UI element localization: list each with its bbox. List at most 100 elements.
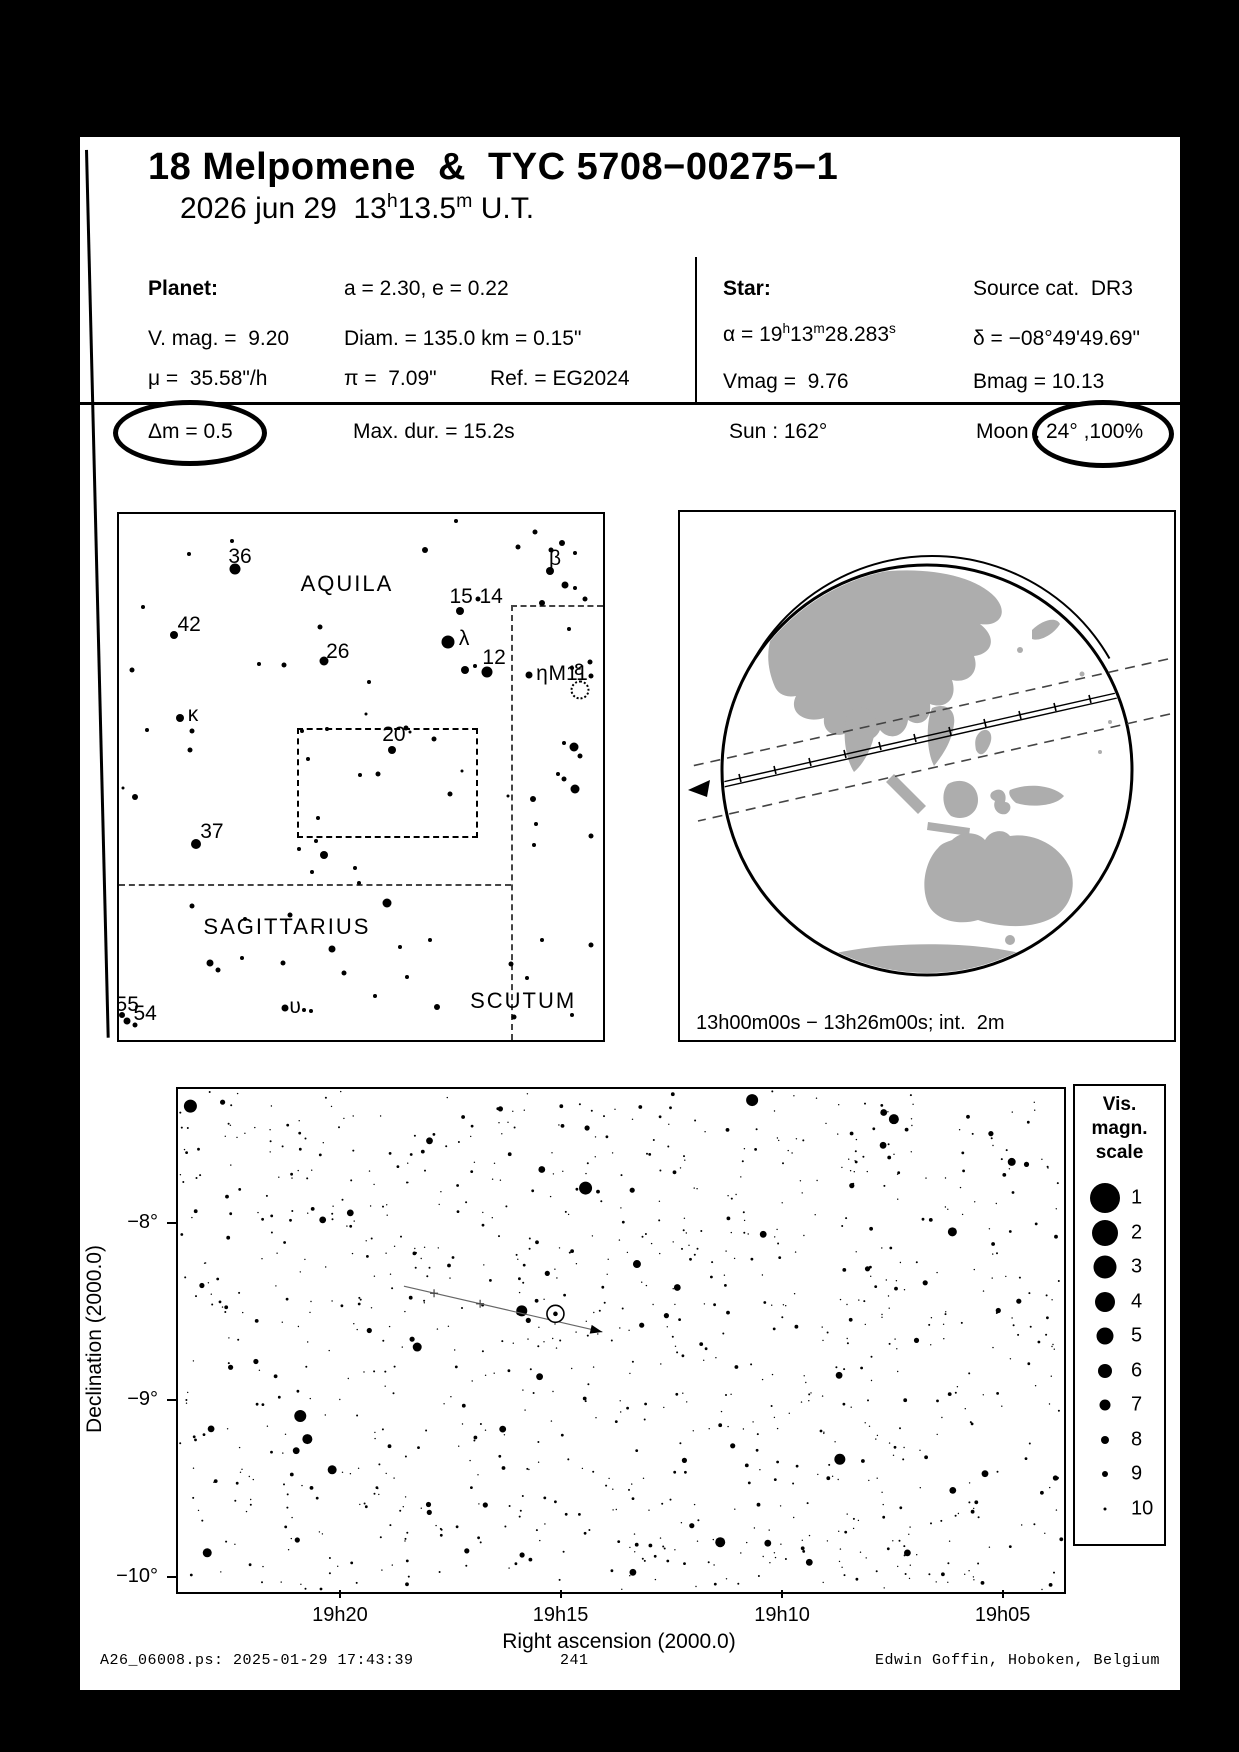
field-star [562,1170,564,1172]
field-star [224,1135,226,1137]
field-star [578,1103,581,1106]
field-star [679,1442,682,1445]
field-star [207,1282,210,1284]
field-star [423,1299,426,1302]
field-star [1059,1537,1064,1542]
field-star [855,1251,857,1253]
field-star [465,1201,468,1204]
field-star [353,1220,355,1222]
field-star [808,1534,811,1537]
page-title: 18 Melpomene & TYC 5708−00275−1 [148,146,839,188]
y-tick-label: −10° [116,1564,158,1587]
field-star [191,1216,193,1219]
field-star [1012,1324,1015,1327]
field-star [620,1411,622,1413]
field-star [712,1538,714,1541]
x-tick-mark [559,1590,562,1598]
field-star [663,1406,665,1409]
field-star [458,1445,460,1447]
field-star [273,1374,278,1379]
star-dot [299,729,304,734]
field-star [617,1540,621,1543]
field-star [262,1565,264,1568]
field-star [788,1412,790,1414]
highlight-ellipse-moon [1032,400,1174,468]
star-dot [387,746,396,755]
field-star [921,1217,925,1221]
field-star [238,1188,242,1191]
field-star [324,1096,327,1099]
field-star [991,1242,995,1246]
field-star [192,1496,195,1499]
field-star [629,1575,631,1577]
field-star [643,1559,646,1562]
legend-magnitude-value: 10 [1131,1497,1154,1519]
field-star [237,1338,240,1341]
star-dot [319,656,329,666]
field-star [1017,1333,1020,1336]
field-star [438,1571,441,1573]
field-star [727,1195,729,1197]
planet-vmag: V. mag. = 9.20 [148,327,290,350]
field-star [307,1341,309,1343]
star-dot [447,791,453,797]
field-star [311,1169,313,1171]
star-dot [287,912,293,918]
field-star [638,1105,643,1109]
star-label: κ [187,702,199,726]
legend-magnitude-value: 5 [1131,1324,1143,1347]
field-star [426,1137,433,1145]
field-star [266,1425,269,1427]
field-star [551,1152,553,1154]
field-star [725,1128,730,1132]
track-limit-south [697,713,1171,822]
field-star [439,1533,443,1537]
field-star [373,1492,376,1495]
field-star [614,1420,618,1423]
field-star [227,1362,230,1365]
field-star [792,1482,795,1485]
x-axis-title: Right ascension (2000.0) [502,1630,736,1653]
field-star [404,1540,406,1542]
field-star [595,1417,597,1419]
field-star [619,1400,621,1402]
field-star [425,1429,428,1432]
field-star [525,1317,531,1323]
star-dot [572,586,577,591]
field-star [726,1310,730,1315]
field-star [289,1218,292,1222]
field-star [598,1309,601,1312]
field-star [942,1323,945,1325]
field-star [528,1247,531,1250]
field-star [358,1296,361,1299]
field-star [187,1391,189,1394]
field-star [964,1573,966,1575]
field-star [386,1214,388,1216]
field-star [449,1277,451,1279]
field-star [305,1365,308,1368]
field-star [936,1271,938,1274]
field-star [861,1459,865,1463]
field-star [781,1202,783,1204]
target-star-dot [553,1311,558,1317]
star-dot [141,605,146,610]
field-star [324,1414,326,1416]
field-star [801,1539,803,1541]
field-star [881,1247,883,1249]
field-star [1051,1299,1053,1301]
field-star [610,1339,613,1342]
alpha-m-sup: m [813,321,825,336]
star-heading: Star: [723,277,771,300]
field-star [910,1118,913,1120]
star-dot [256,661,261,666]
star-dot [373,993,378,998]
field-star [498,1235,500,1238]
field-star [778,1139,780,1142]
field-star [981,1470,989,1478]
field-star [290,1537,292,1540]
field-star [842,1402,846,1406]
field-star [578,1513,581,1516]
field-star [304,1587,307,1590]
field-star [954,1391,957,1394]
field-star [456,1210,460,1213]
